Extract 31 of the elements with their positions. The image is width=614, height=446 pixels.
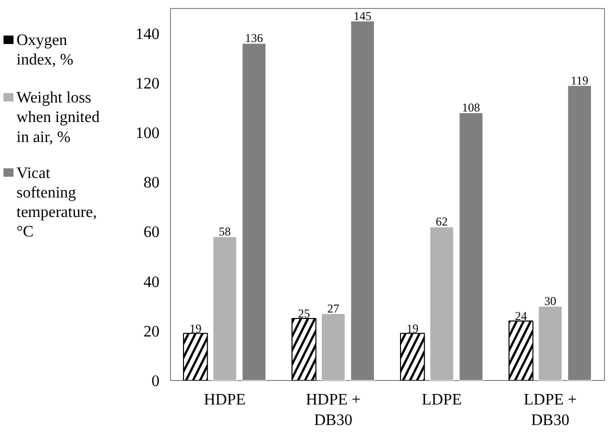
data-label: 108 [462,100,480,115]
y-tick-label: 40 [144,274,160,291]
y-tick-label: 0 [152,373,160,390]
y-tick-label: 80 [144,174,160,192]
data-label: 27 [327,302,340,316]
y-tick-label: 140 [136,26,160,43]
x-tick-label: HDPE + DB30 [306,392,361,429]
data-label: 19 [406,321,418,336]
bar [538,306,563,380]
y-tick-label: 20 [144,323,160,340]
x-tick-label: HDPE [204,392,246,408]
x-tick-label: LDPE + DB30 [524,392,577,429]
data-label: 30 [544,294,556,308]
data-label: 19 [189,321,202,336]
data-label: 145 [354,8,372,23]
bar [320,313,346,380]
data-label: 58 [218,224,231,239]
data-label: 136 [245,31,264,46]
data-label: 24 [514,308,527,323]
y-tick-label: 120 [136,75,160,92]
legend-label: Vicat softening temperature, °C [16,164,97,241]
data-label: 25 [298,306,310,320]
data-label: 62 [436,214,448,229]
y-tick-label: 60 [144,224,160,242]
y-tick-label: 100 [136,125,160,142]
bar [429,226,454,380]
bar [212,236,238,380]
data-label: 119 [570,73,588,88]
x-tick-label: LDPE [422,392,462,408]
legend-label: Weight loss when ignited in air, % [16,90,100,146]
legend-label: Oxygen index, % [16,32,74,69]
